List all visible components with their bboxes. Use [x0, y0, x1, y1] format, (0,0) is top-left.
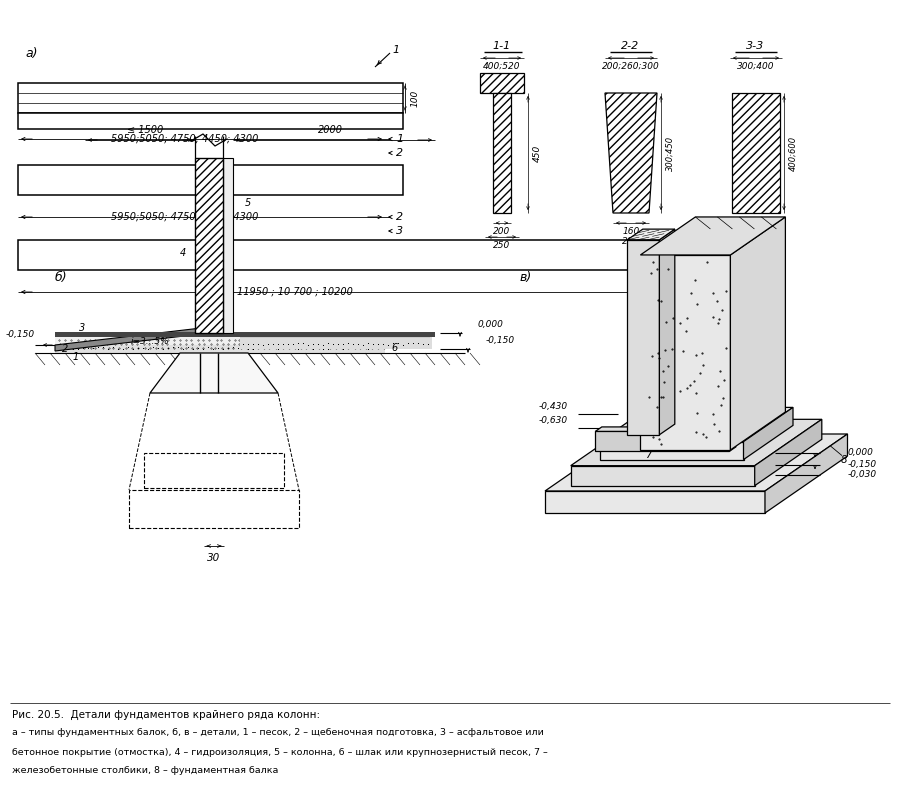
Text: бетонное покрытие (отмостка), 4 – гидроизоляция, 5 – колонна, 6 – шлак или крупн: бетонное покрытие (отмостка), 4 – гидрои…	[12, 748, 548, 757]
Text: 1-1: 1-1	[493, 41, 511, 51]
Text: 2: 2	[396, 212, 403, 222]
Polygon shape	[240, 333, 430, 338]
Text: железобетонные столбики, 8 – фундаментная балка: железобетонные столбики, 8 – фундаментна…	[12, 766, 278, 775]
Text: 6: 6	[392, 343, 398, 353]
Text: 3: 3	[396, 226, 403, 236]
Text: -0,150: -0,150	[848, 461, 878, 469]
Text: 5950;5050; 4750; 4450; 4300: 5950;5050; 4750; 4450; 4300	[112, 212, 258, 222]
Text: б): б)	[55, 271, 68, 284]
Bar	[18, 240, 648, 270]
Polygon shape	[731, 217, 786, 450]
Polygon shape	[732, 93, 780, 213]
Polygon shape	[755, 419, 822, 486]
Text: а): а)	[25, 47, 38, 60]
Text: 2: 2	[396, 148, 403, 158]
Text: 3: 3	[659, 287, 666, 297]
Text: 240: 240	[747, 228, 765, 237]
Text: 1: 1	[396, 134, 403, 144]
Polygon shape	[150, 353, 278, 393]
Text: 3: 3	[79, 323, 86, 333]
Bar	[18, 165, 403, 195]
Polygon shape	[55, 345, 385, 353]
Text: 200: 200	[493, 228, 510, 237]
Text: 200;260;300: 200;260;300	[602, 61, 660, 70]
Text: 160: 160	[623, 228, 640, 237]
Bar	[480, 73, 524, 93]
Text: 2: 2	[62, 344, 68, 354]
Text: 250: 250	[493, 242, 510, 250]
Text: 0,000: 0,000	[477, 321, 503, 330]
Bar	[223, 158, 233, 333]
Polygon shape	[571, 419, 822, 465]
Text: 2-2: 2-2	[621, 41, 639, 51]
Polygon shape	[599, 407, 793, 442]
Text: 100: 100	[410, 90, 419, 107]
Text: -0,030: -0,030	[848, 470, 878, 479]
Text: 1: 1	[392, 45, 400, 55]
Bar	[240, 335, 432, 349]
Text: -0,430: -0,430	[538, 402, 568, 410]
Text: в): в)	[520, 271, 532, 284]
Text: а – типы фундаментных балок, б, в – детали, 1 – песок, 2 – щебеночная подготовка: а – типы фундаментных балок, б, в – дета…	[12, 728, 544, 737]
Text: 200: 200	[623, 238, 640, 246]
Text: 8: 8	[841, 455, 847, 465]
Text: 300;400: 300;400	[737, 61, 775, 70]
Text: 1: 1	[73, 352, 79, 362]
Bar	[144, 453, 284, 488]
Text: -0,150: -0,150	[5, 330, 34, 339]
Text: 11950 ; 10 700 ; 10200: 11950 ; 10 700 ; 10200	[237, 287, 353, 297]
Text: -0,630: -0,630	[538, 415, 568, 424]
Text: 5: 5	[245, 198, 251, 208]
Polygon shape	[595, 431, 729, 452]
Polygon shape	[605, 93, 657, 213]
Polygon shape	[729, 427, 736, 452]
Text: 450: 450	[533, 145, 542, 162]
Polygon shape	[599, 442, 743, 460]
Polygon shape	[641, 255, 731, 450]
Polygon shape	[660, 229, 675, 435]
Text: 7: 7	[645, 450, 652, 461]
Bar	[493, 93, 511, 213]
Bar	[18, 113, 403, 129]
Polygon shape	[595, 427, 736, 431]
Polygon shape	[641, 217, 786, 255]
Text: 300;450: 300;450	[665, 136, 674, 170]
Polygon shape	[571, 465, 755, 486]
Text: 0,000: 0,000	[848, 448, 874, 457]
Text: 400;520: 400;520	[483, 61, 521, 70]
Bar	[55, 337, 385, 353]
Polygon shape	[765, 434, 848, 513]
Bar	[195, 158, 223, 333]
Bar	[18, 83, 403, 113]
Text: 4: 4	[180, 248, 186, 258]
Text: -0,150: -0,150	[485, 336, 515, 346]
Polygon shape	[627, 229, 675, 240]
Text: Рис. 20.5.  Детали фундаментов крайнего ряда колонн:: Рис. 20.5. Детали фундаментов крайнего р…	[12, 710, 320, 720]
Text: 400;600: 400;600	[788, 136, 797, 170]
Polygon shape	[627, 240, 660, 435]
Polygon shape	[545, 491, 765, 513]
Polygon shape	[545, 434, 848, 491]
Bar	[129, 490, 299, 528]
Text: 2000: 2000	[318, 125, 343, 135]
Text: i=3...5%: i=3...5%	[130, 336, 169, 346]
Bar	[55, 332, 435, 337]
Text: ≤ 1500: ≤ 1500	[127, 125, 163, 135]
Text: 30: 30	[207, 553, 220, 563]
Polygon shape	[55, 327, 210, 351]
Text: 5950;5050; 4750; 4450; 4300: 5950;5050; 4750; 4450; 4300	[112, 134, 258, 144]
Text: 3-3: 3-3	[746, 41, 764, 51]
Polygon shape	[743, 407, 793, 460]
